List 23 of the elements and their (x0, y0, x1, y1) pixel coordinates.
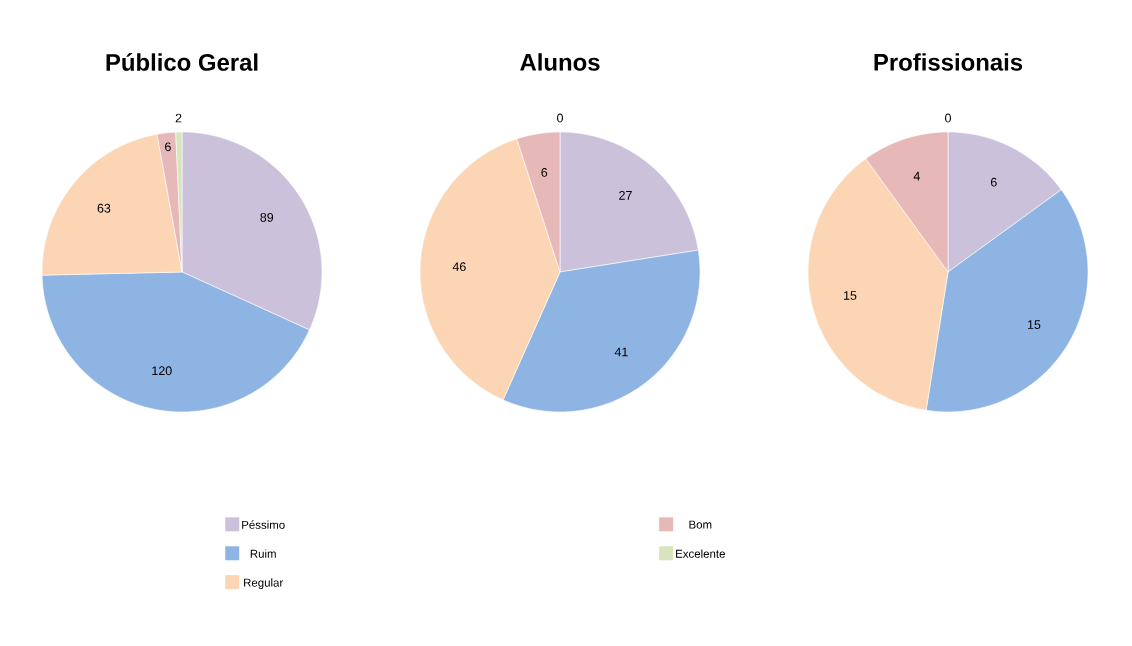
chart-title: Profissionais (874, 53, 1023, 71)
chart-title: Público Geral (106, 53, 258, 71)
data-label: 27 (619, 190, 632, 200)
data-label: 46 (452, 262, 466, 272)
legend-label: Regular (244, 578, 284, 589)
legend-label: Ruim (250, 549, 276, 558)
text: 0 (557, 113, 563, 123)
data-label: 15 (1027, 320, 1041, 329)
text: 0 (945, 113, 951, 123)
data-label: 15 (844, 291, 857, 300)
data-label: 4 (913, 171, 920, 181)
data-label: 2 (175, 113, 182, 123)
chart-title: Alunos (520, 53, 600, 71)
legend-label: Bom (689, 520, 712, 529)
data-label: 6 (165, 142, 171, 152)
data-label: 89 (260, 213, 274, 222)
data-label: 41 (614, 347, 628, 357)
data-label: 6 (990, 177, 997, 187)
data-label: 63 (97, 203, 111, 213)
legend-label: Excelente (676, 549, 725, 558)
data-label: 6 (541, 168, 548, 177)
legend-label: Péssimo (242, 520, 285, 529)
data-label: 120 (152, 366, 172, 376)
